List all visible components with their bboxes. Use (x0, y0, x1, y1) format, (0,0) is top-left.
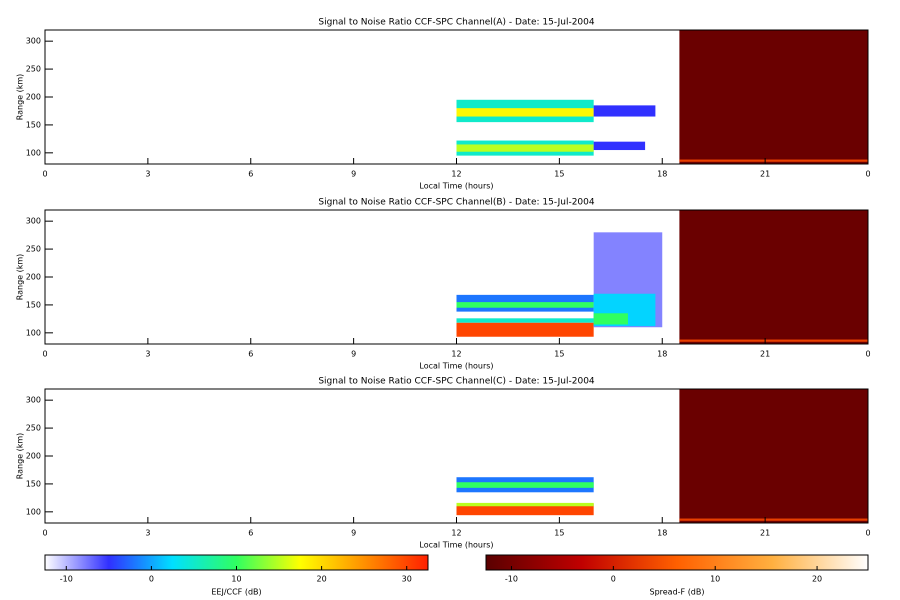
colorbar-tick-label: 20 (317, 575, 327, 584)
x-tick-label: 0 (42, 170, 47, 179)
spread-f-region (679, 210, 868, 344)
x-axis-label: Local Time (hours) (419, 541, 493, 550)
echo-region (593, 313, 628, 325)
colorbar-tick-label: 10 (231, 575, 241, 584)
plot-area (456, 30, 868, 164)
y-tick-label: 300 (26, 396, 41, 405)
x-tick-label: 21 (760, 529, 770, 538)
y-axis-label: Range (km) (16, 433, 25, 480)
y-tick-label: 100 (26, 507, 41, 516)
colorbar-label: EEJ/CCF (dB) (211, 588, 261, 597)
spread-f-region (679, 30, 868, 164)
x-tick-label: 9 (351, 170, 356, 179)
y-tick-label: 250 (26, 65, 41, 74)
echo-region (456, 322, 594, 337)
y-axis-label: Range (km) (16, 254, 25, 301)
x-tick-label: 0 (865, 350, 870, 359)
x-tick-label: 15 (554, 529, 564, 538)
x-tick-label: 6 (248, 529, 253, 538)
y-tick-label: 150 (26, 479, 41, 488)
colorbar (485, 554, 869, 571)
x-tick-label: 15 (554, 350, 564, 359)
y-tick-label: 300 (26, 217, 41, 226)
x-tick-label: 12 (451, 529, 461, 538)
y-tick-label: 250 (26, 424, 41, 433)
echo-region (456, 144, 594, 152)
y-tick-label: 200 (26, 273, 41, 282)
x-tick-label: 0 (42, 529, 47, 538)
spread-f-region (679, 339, 868, 342)
x-tick-label: 6 (248, 350, 253, 359)
spread-f-region (679, 159, 868, 162)
x-axis-label: Local Time (hours) (419, 182, 493, 191)
chart-title: Signal to Noise Ratio CCF-SPC Channel(A)… (318, 18, 594, 28)
x-tick-label: 3 (145, 529, 150, 538)
y-tick-label: 100 (26, 148, 41, 157)
x-tick-label: 12 (451, 170, 461, 179)
echo-region (593, 141, 646, 151)
x-tick-label: 12 (451, 350, 461, 359)
echo-region (456, 302, 594, 308)
y-tick-label: 200 (26, 452, 41, 461)
x-tick-label: 9 (351, 350, 356, 359)
x-tick-label: 0 (865, 170, 870, 179)
y-tick-label: 150 (26, 120, 41, 129)
x-tick-label: 3 (145, 350, 150, 359)
x-tick-label: 18 (657, 350, 667, 359)
y-tick-label: 100 (26, 328, 41, 337)
colorbar-tick-label: 0 (149, 575, 154, 584)
echo-region (456, 108, 594, 117)
spread-f-region (679, 389, 868, 523)
chart-title: Signal to Noise Ratio CCF-SPC Channel(C)… (318, 377, 595, 387)
colorbar-tick-label: 30 (402, 575, 412, 584)
x-tick-label: 0 (865, 529, 870, 538)
x-axis-label: Local Time (hours) (419, 362, 493, 371)
colorbar-tick-label: -10 (505, 575, 518, 584)
x-tick-label: 18 (657, 529, 667, 538)
x-tick-label: 6 (248, 170, 253, 179)
y-tick-label: 200 (26, 93, 41, 102)
y-tick-label: 150 (26, 300, 41, 309)
echo-region (456, 318, 594, 323)
y-tick-label: 300 (26, 37, 41, 46)
x-tick-label: 3 (145, 170, 150, 179)
y-axis-label: Range (km) (16, 74, 25, 121)
x-tick-label: 21 (760, 170, 770, 179)
chart-title: Signal to Noise Ratio CCF-SPC Channel(B)… (318, 198, 594, 208)
echo-region (593, 105, 656, 117)
colorbar-tick-label: 0 (611, 575, 616, 584)
y-tick-label: 250 (26, 245, 41, 254)
echo-region (456, 482, 594, 488)
x-tick-label: 9 (351, 529, 356, 538)
echo-region (456, 502, 594, 507)
x-tick-label: 0 (42, 350, 47, 359)
colorbar-label: Spread-F (dB) (649, 588, 704, 597)
colorbar-tick-label: 20 (812, 575, 822, 584)
colorbar-tick-label: -10 (60, 575, 73, 584)
x-tick-label: 21 (760, 350, 770, 359)
colorbar-tick-label: 10 (710, 575, 720, 584)
plot-area (456, 389, 868, 523)
plot-area (456, 210, 868, 344)
echo-region (456, 503, 594, 516)
x-tick-label: 18 (657, 170, 667, 179)
x-tick-label: 15 (554, 170, 564, 179)
spread-f-region (679, 518, 868, 521)
